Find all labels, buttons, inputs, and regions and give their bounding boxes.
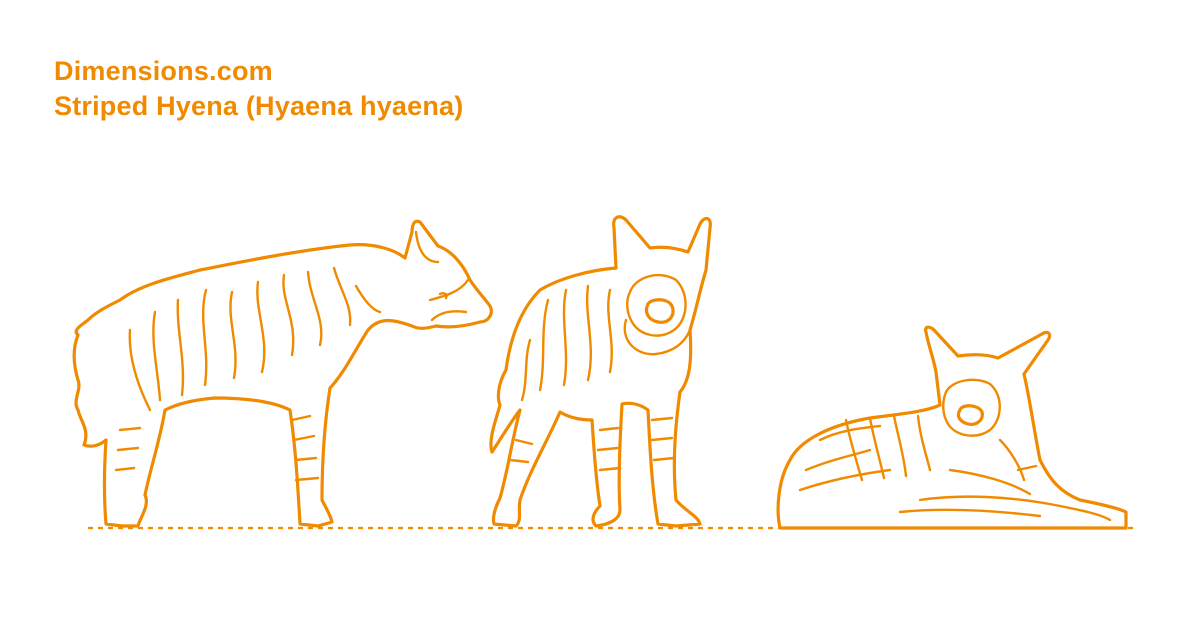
page-title: Striped Hyena (Hyaena hyaena) xyxy=(54,91,464,121)
hyena-side-view xyxy=(72,219,493,528)
header: Dimensions.com Striped Hyena (Hyaena hya… xyxy=(54,54,463,124)
site-name: Dimensions.com xyxy=(54,56,273,86)
hyena-lying-view xyxy=(776,325,1128,530)
hyena-front-view xyxy=(489,215,712,528)
